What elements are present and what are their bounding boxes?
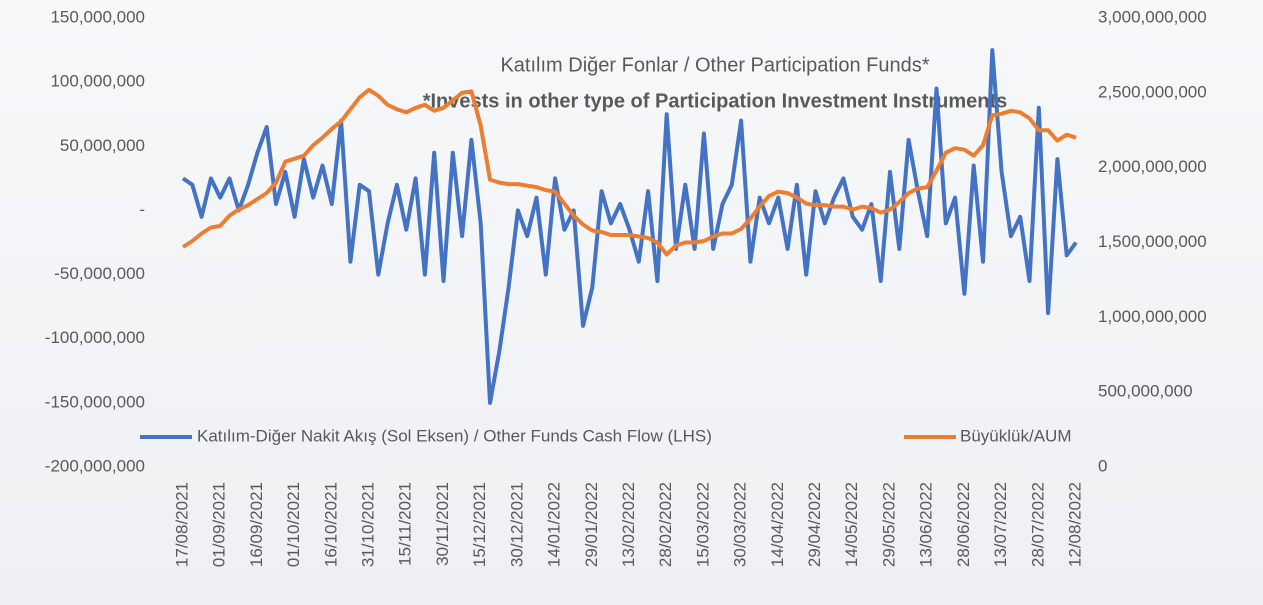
y-tick-label: - [139,200,145,219]
y-tick-label: -150,000,000 [45,392,145,411]
x-tick-label: 30/12/2021 [507,482,526,567]
y-tick-label: -200,000,000 [45,456,145,475]
x-tick-label: 13/06/2022 [917,482,936,567]
x-tick-label: 30/11/2021 [433,482,452,566]
y2-tick-label: 500,000,000 [1098,382,1193,401]
y-tick-label: 150,000,000 [50,7,145,26]
legend-label: Büyüklük/AUM [960,426,1071,445]
x-tick-label: 14/04/2022 [768,482,787,567]
x-tick-label: 15/03/2022 [693,482,712,567]
y2-tick-label: 1,500,000,000 [1098,232,1207,251]
series-line [181,87,1077,257]
x-tick-label: 28/02/2022 [656,482,675,567]
y2-tick-label: 3,000,000,000 [1098,7,1207,26]
y2-tick-label: 1,000,000,000 [1098,307,1207,326]
x-tick-label: 29/04/2022 [805,482,824,567]
y2-tick-label: 2,500,000,000 [1098,82,1207,101]
x-tick-label: 14/01/2022 [545,482,564,567]
x-tick-label: 28/06/2022 [954,482,973,567]
x-tick-label: 29/01/2022 [582,482,601,567]
x-tick-label: 31/10/2021 [359,482,378,567]
y-tick-label: 50,000,000 [60,136,145,155]
y-tick-label: -100,000,000 [45,328,145,347]
legend-label: Katılım-Diğer Nakit Akış (Sol Eksen) / O… [197,426,712,445]
chart-title: Katılım Diğer Fonlar / Other Participati… [500,54,929,76]
x-tick-label: 13/02/2022 [619,482,638,567]
x-tick-label: 01/10/2021 [284,482,303,567]
y-tick-label: 100,000,000 [50,72,145,91]
x-tick-label: 28/07/2022 [1028,482,1047,567]
y2-tick-label: 0 [1098,456,1107,475]
x-tick-label: 16/09/2021 [247,482,266,567]
y2-tick-label: 2,000,000,000 [1098,157,1207,176]
x-tick-label: 12/08/2022 [1065,482,1084,567]
x-tick-label: 15/12/2021 [470,482,489,567]
x-tick-label: 29/05/2022 [879,482,898,567]
series-line [181,48,1078,405]
x-tick-label: 01/09/2021 [210,482,229,567]
x-tick-label: 13/07/2022 [991,482,1010,567]
x-tick-label: 16/10/2021 [321,482,340,567]
x-tick-label: 14/05/2022 [842,482,861,567]
chart-subtitle: *Invests in other type of Participation … [423,90,1008,112]
x-tick-label: 17/08/2021 [172,482,191,567]
y-tick-label: -50,000,000 [54,264,145,283]
x-tick-label: 30/03/2022 [731,482,750,567]
x-tick-label: 15/11/2021 [396,482,415,566]
